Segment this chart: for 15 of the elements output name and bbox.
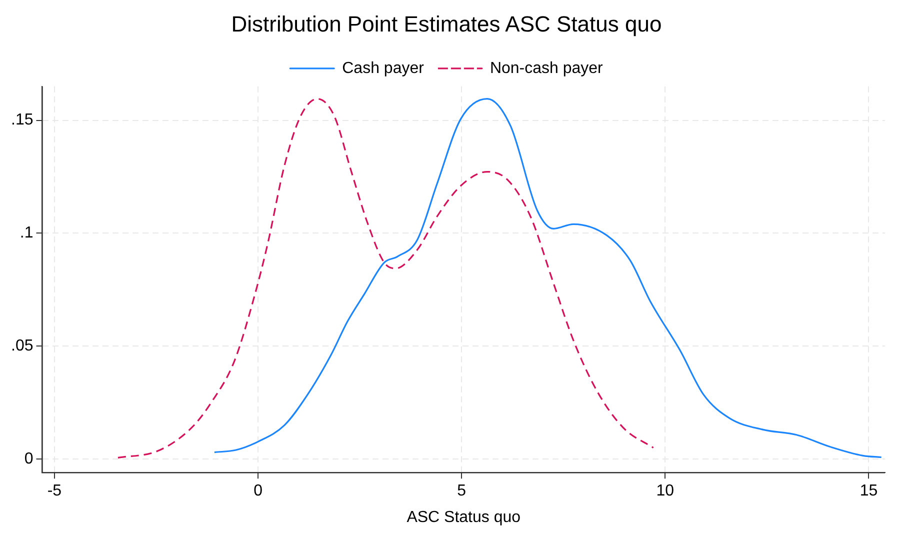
legend-label: Cash payer — [342, 60, 425, 77]
y-tick-label: .05 — [10, 338, 34, 355]
x-tick-label: 5 — [457, 482, 466, 500]
x-tick-label: -5 — [47, 482, 62, 500]
line-series — [117, 98, 654, 458]
y-tick-label: .1 — [20, 224, 34, 242]
x-tick-label: 15 — [860, 482, 878, 500]
x-tick-label: 10 — [656, 482, 674, 500]
x-axis-title: ASC Status quo — [406, 508, 521, 526]
y-tick-label: .15 — [10, 112, 34, 129]
y-tick-label: 0 — [24, 450, 34, 468]
x-tick-label: 0 — [254, 482, 263, 500]
chart-title: Distribution Point Estimates ASC Status quo — [231, 11, 662, 36]
legend-label: Non-cash payer — [490, 60, 604, 77]
line-series — [214, 98, 882, 458]
